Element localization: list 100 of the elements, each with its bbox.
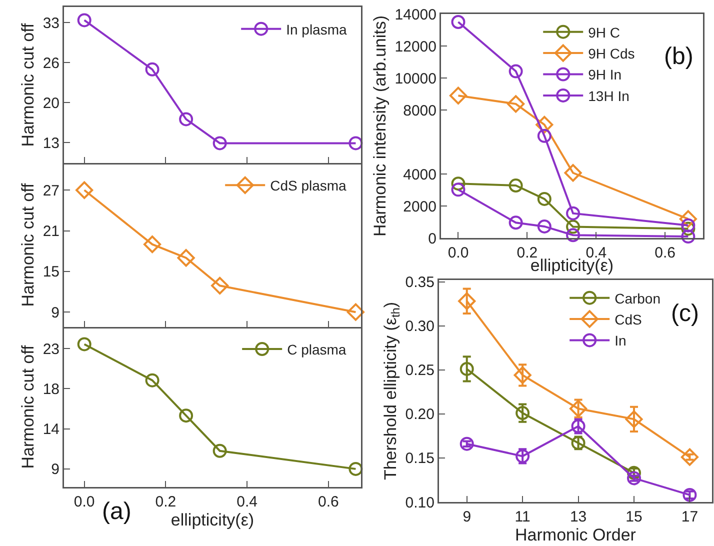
point	[179, 112, 194, 126]
y-tick-label: 9	[51, 304, 60, 322]
point	[212, 444, 227, 458]
point	[627, 471, 641, 486]
y-tick-label: 0	[428, 230, 436, 248]
point	[508, 178, 523, 193]
point	[514, 366, 532, 384]
point	[143, 236, 162, 254]
y-tick-label: 12000	[394, 38, 436, 56]
point	[348, 136, 363, 150]
point	[681, 230, 696, 244]
x-tick-label: 0.0	[74, 494, 95, 510]
point	[179, 408, 194, 423]
point	[508, 216, 523, 230]
y-tick-label: 10000	[394, 70, 436, 88]
point	[681, 222, 696, 236]
point	[145, 373, 160, 388]
y-tick-label: 33	[42, 14, 60, 32]
legend-label: 9H Cds	[588, 46, 635, 62]
point	[569, 400, 588, 418]
point	[451, 182, 466, 197]
point	[566, 206, 580, 220]
x-tick-label: 15	[626, 508, 642, 526]
point	[537, 192, 552, 206]
y-tick-label: 15	[42, 264, 60, 281]
y-tick-label: 2000	[403, 198, 436, 216]
legend-label: 9H In	[588, 66, 622, 83]
point	[348, 462, 363, 476]
x-tick-label: 0.2	[155, 494, 176, 510]
legend-label: C plasma	[287, 341, 346, 358]
point	[145, 62, 160, 76]
legend-label: In plasma	[286, 21, 347, 38]
x-tick-label: 0.4	[236, 494, 258, 510]
legend-label: CdS	[614, 311, 642, 328]
point	[460, 362, 474, 376]
legend-label: 9H C	[588, 24, 620, 40]
legend-label: CdS plasma	[270, 178, 347, 194]
point	[680, 448, 699, 466]
y-tick-label: 26	[42, 54, 60, 72]
y-tick-label: 0.35	[405, 274, 434, 292]
y-tick-label: 18	[42, 380, 60, 398]
point	[566, 228, 580, 242]
x-tick-label: 13	[570, 508, 587, 526]
point	[212, 136, 227, 150]
y-tick-label: 0.25	[405, 362, 434, 380]
point	[449, 86, 468, 104]
y-axis-title: Harmonic intensity (arb.units)	[370, 15, 390, 237]
x-axis-title: ellipticity(ε)	[170, 510, 254, 530]
point	[682, 488, 697, 502]
x-tick-label: 9	[462, 508, 472, 526]
annotation: (c)	[671, 300, 699, 327]
legend-label: 13H In	[588, 88, 630, 104]
point	[76, 181, 94, 199]
point	[537, 128, 552, 143]
y-tick-label: 4000	[403, 166, 436, 184]
y-tick-label: 13	[42, 134, 60, 152]
point	[77, 13, 92, 28]
x-tick-label: 11	[514, 508, 530, 526]
point	[458, 292, 476, 310]
y-axis-title: Harmonic cut off	[18, 345, 38, 469]
point	[451, 176, 466, 191]
point	[77, 337, 92, 352]
point	[460, 436, 474, 451]
y-tick-label: 0.10	[405, 494, 434, 512]
point	[346, 303, 365, 321]
y-axis-title: Harmonic cut off	[18, 23, 38, 147]
point	[566, 220, 580, 234]
x-tick-label: 0.0	[448, 244, 469, 262]
y-tick-label: 23	[42, 340, 60, 358]
point	[564, 164, 582, 182]
point	[516, 406, 530, 420]
y-tick-label: 20	[42, 94, 60, 112]
y-tick-label: 8000	[403, 102, 436, 120]
y-tick-label: 14	[42, 421, 60, 438]
y-tick-label: 9	[51, 461, 60, 478]
legend-label: In	[614, 332, 626, 349]
x-tick-label: 0.2	[516, 244, 538, 262]
y-tick-label: 27	[42, 182, 60, 200]
x-tick-label: 0.6	[654, 244, 676, 262]
point	[507, 95, 525, 113]
point	[536, 116, 554, 134]
y-tick-label: 0.20	[405, 406, 434, 424]
y-tick-label: 21	[42, 223, 60, 240]
x-axis-title: Harmonic Order	[515, 526, 636, 544]
point	[679, 210, 697, 228]
x-tick-label: 0.6	[318, 494, 339, 510]
point	[537, 219, 552, 234]
y-tick-label: 0.15	[405, 450, 434, 468]
legend-label: Carbon	[614, 290, 661, 306]
point	[177, 249, 195, 267]
text: (a)	[102, 498, 132, 525]
point	[625, 410, 643, 428]
y-axis-title: Harmonic cut off	[18, 183, 38, 307]
x-tick-label: 17	[681, 508, 698, 526]
y-tick-label: 0.30	[405, 318, 434, 336]
point	[451, 15, 466, 29]
y-tick-label: 14000	[394, 6, 436, 24]
point	[508, 64, 523, 78]
annotation: (b)	[664, 43, 694, 70]
point	[211, 276, 229, 294]
